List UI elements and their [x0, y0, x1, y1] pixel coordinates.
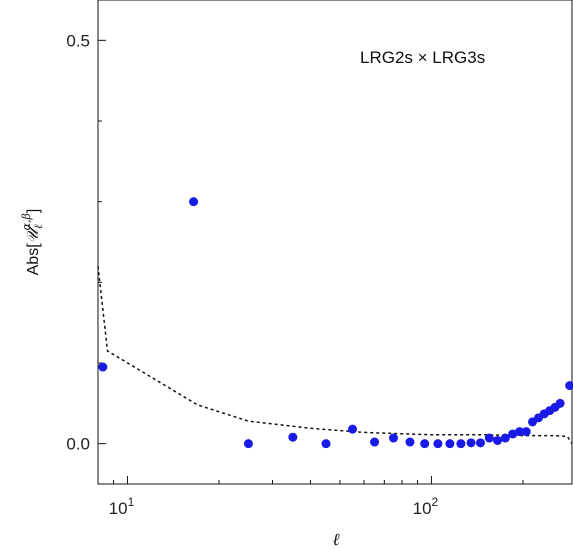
- x-axis-label: ℓ: [332, 530, 339, 550]
- data-point: [565, 381, 573, 391]
- x-tick-exponent: 2: [432, 495, 439, 509]
- y-axis-ticks: 0.0 0.5: [66, 31, 106, 454]
- data-point: [189, 197, 199, 207]
- data-point: [288, 432, 298, 442]
- data-point: [405, 437, 415, 447]
- data-point: [98, 362, 108, 372]
- y-axis-label: Abs[𝒰ℓα,β]: [20, 209, 45, 276]
- x-tick-label: 101: [109, 495, 135, 518]
- data-point: [515, 427, 525, 437]
- data-point: [500, 433, 510, 443]
- data-point: [475, 438, 485, 448]
- y-tick-label: 0.0: [66, 435, 90, 454]
- y-axis-label-sup: α,β: [20, 213, 33, 230]
- data-point: [493, 435, 503, 445]
- x-tick-base: 10: [109, 499, 128, 518]
- y-axis-label-sub: ℓ: [32, 224, 45, 229]
- annotation-label: LRG2s × LRG3s: [360, 48, 485, 67]
- data-point: [521, 427, 531, 437]
- y-axis-label-symbol: 𝒰: [23, 224, 42, 243]
- x-tick-label: 102: [413, 495, 439, 518]
- data-point: [420, 439, 430, 449]
- data-point: [388, 433, 398, 443]
- data-point: [555, 398, 565, 408]
- data-point: [433, 439, 443, 449]
- data-point: [484, 433, 494, 443]
- dashed-curve: [97, 266, 573, 445]
- data-points: [98, 197, 573, 449]
- data-point: [321, 439, 331, 449]
- y-tick-label: 0.5: [66, 31, 90, 50]
- x-tick-base: 10: [413, 499, 432, 518]
- x-axis-ticks: 101 102: [97, 476, 524, 518]
- y-axis-label-prefix: Abs[: [25, 243, 42, 276]
- data-point: [445, 439, 455, 449]
- data-point: [370, 437, 380, 447]
- y-axis-label-suffix: ]: [25, 209, 42, 213]
- x-tick-exponent: 1: [128, 495, 135, 509]
- data-point: [456, 439, 466, 449]
- data-point: [508, 429, 518, 439]
- data-point: [243, 439, 253, 449]
- data-point: [466, 438, 476, 448]
- data-point: [348, 424, 358, 434]
- plot-frame: [97, 0, 573, 485]
